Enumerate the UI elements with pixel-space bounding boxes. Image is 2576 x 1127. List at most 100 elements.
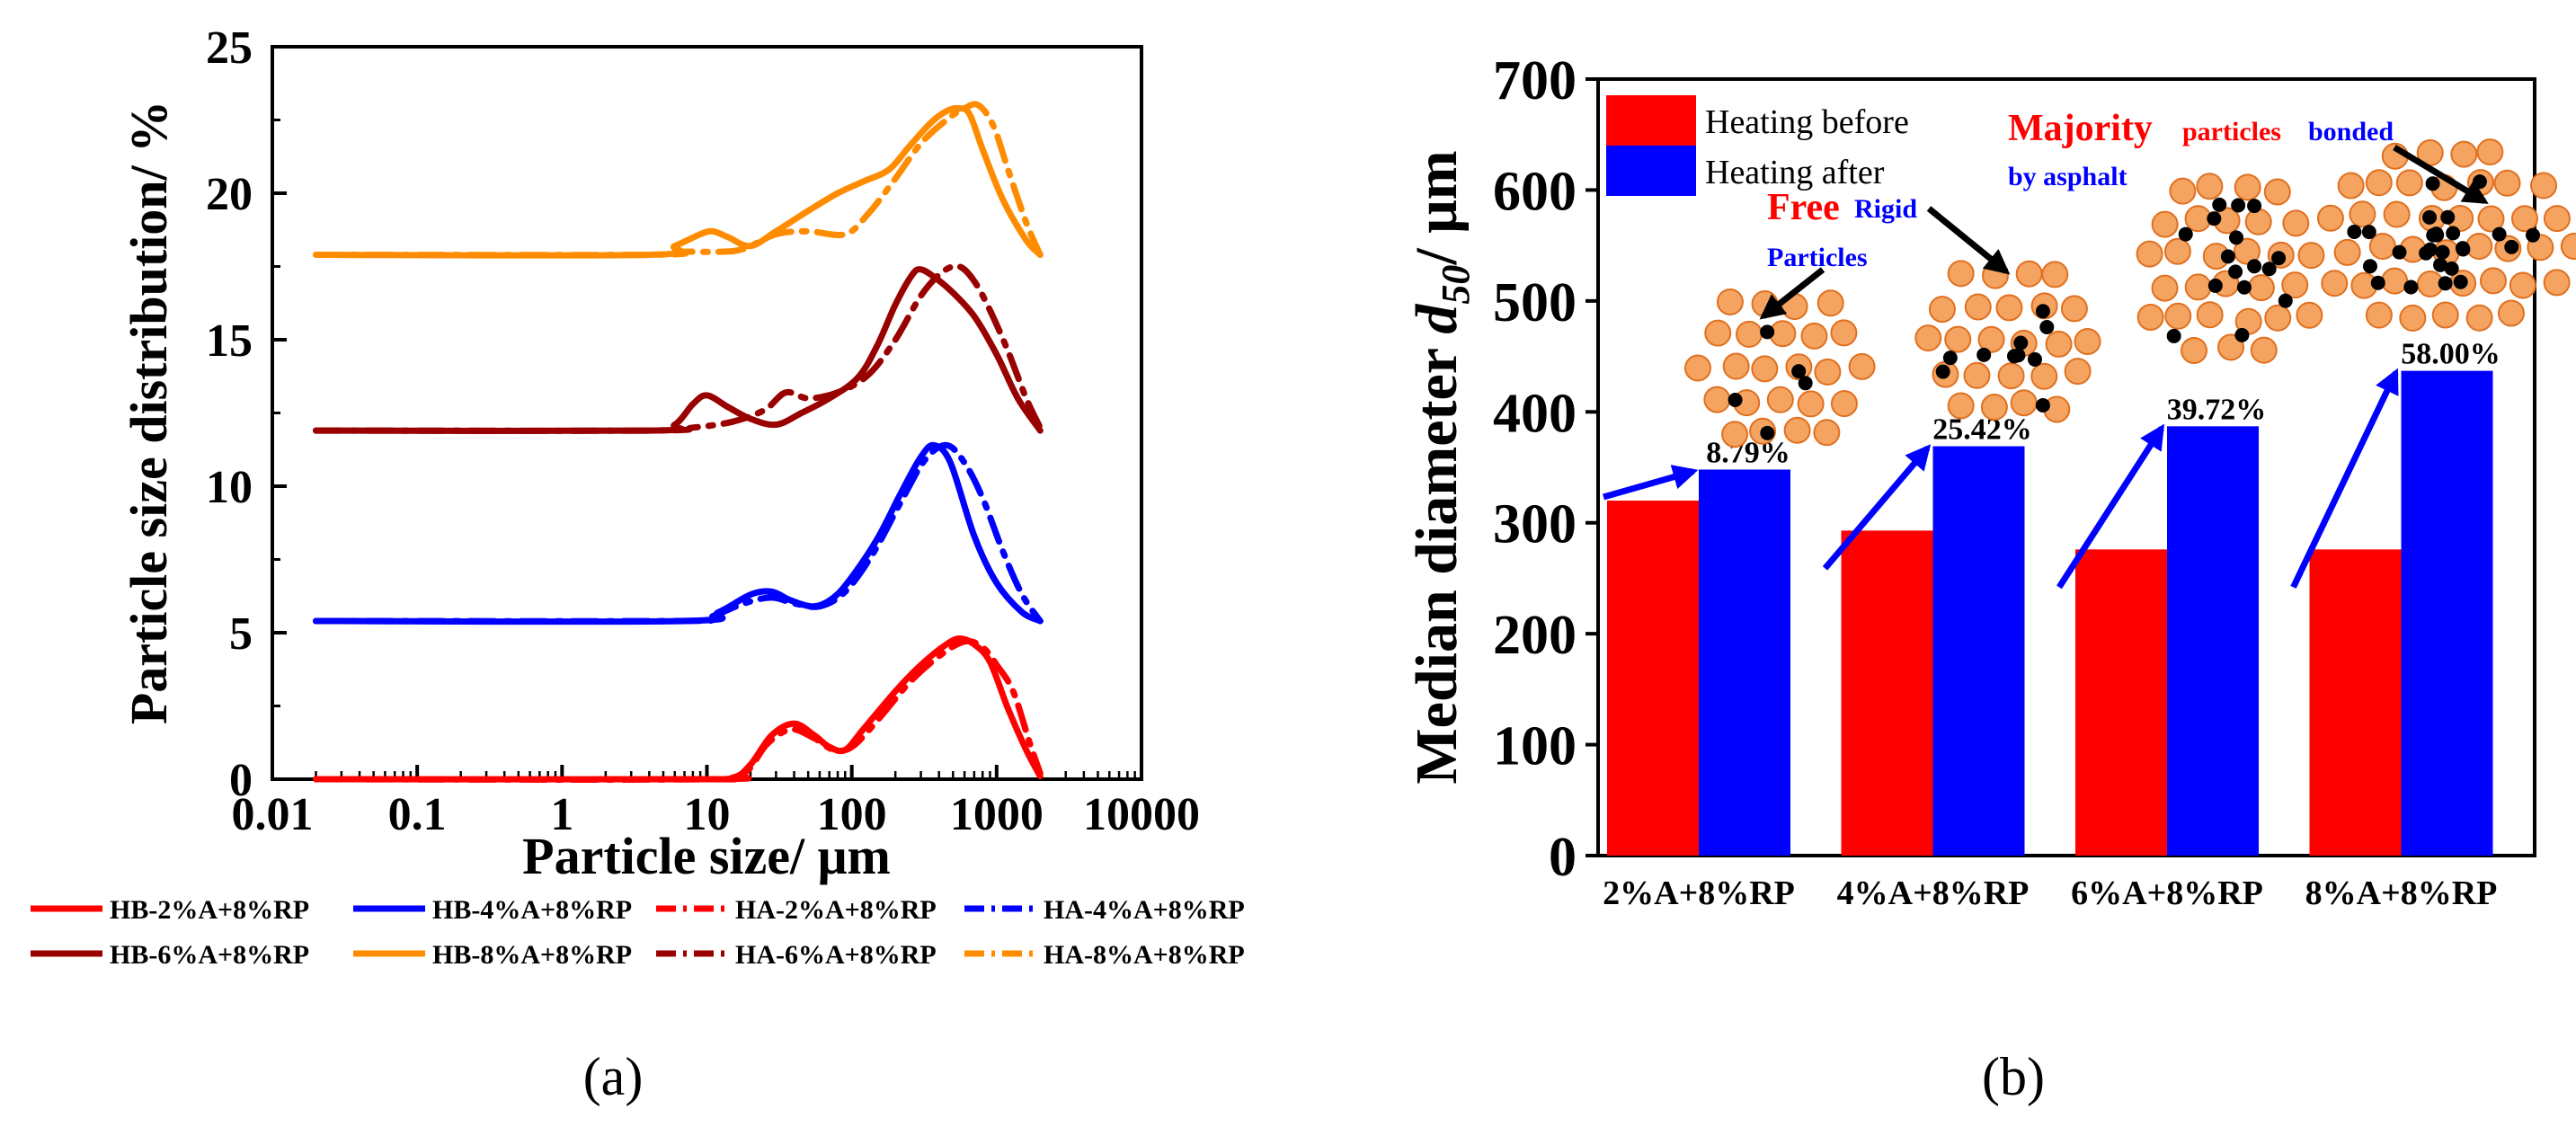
asphalt-particle — [2166, 328, 2181, 343]
rigid-particle — [2497, 299, 2525, 327]
rigid-particle — [2381, 267, 2409, 295]
rigid-particle — [2365, 301, 2393, 329]
rigid-particle — [2196, 173, 2224, 200]
rigid-particle — [1995, 294, 2023, 322]
chart-b-ytick-label: 500 — [1493, 272, 1577, 333]
bar-heating-before-4pcta-8pctrp — [1841, 530, 1933, 856]
rigid-particle — [2368, 233, 2396, 261]
asphalt-particle — [1791, 364, 1807, 379]
rigid-particle — [2365, 169, 2393, 197]
rigid-particle — [2321, 270, 2349, 297]
asphalt-particle — [2347, 224, 2362, 239]
rigid-particle — [2333, 238, 2361, 266]
rigid-particle — [1751, 355, 1779, 383]
asphalt-particle — [2247, 259, 2262, 274]
chart-a-ytick-label: 5 — [229, 608, 253, 660]
asphalt-particle — [2446, 226, 2461, 241]
chart-b-ylabel: Median diameter d50/ μm — [1404, 150, 1478, 784]
chart-b-plot-frame — [1596, 77, 2536, 857]
annotation-free-rigid: Free Rigid Particles — [1767, 187, 1917, 272]
rigid-particle — [2543, 269, 2571, 297]
legend-label-heating-after: Heating after — [1705, 154, 1885, 191]
rigid-particle — [2196, 301, 2224, 329]
bar-heating-after-6pcta-8pctrp — [2167, 426, 2259, 856]
asphalt-particle — [2422, 209, 2438, 225]
rigid-particle — [2543, 205, 2571, 233]
rigid-particle — [1914, 324, 1942, 352]
asphalt-particle — [2361, 225, 2376, 240]
annotation-arrow-majority — [2393, 144, 2489, 205]
rigid-particle — [1963, 361, 1991, 389]
asphalt-particle — [2207, 211, 2222, 226]
asphalt-particle — [2433, 257, 2448, 272]
chart-a-xtick-label: 1 — [550, 789, 573, 840]
chart-b-ytick-label: 400 — [1493, 383, 1577, 444]
chart-b-xtick-label: 4%A+8%RP — [1837, 874, 2030, 912]
asphalt-particle — [1935, 364, 1950, 379]
asphalt-particle — [2370, 275, 2385, 290]
rigid-particle — [2041, 261, 2069, 288]
asphalt-particle — [2027, 351, 2042, 367]
asphalt-particle — [2444, 261, 2459, 276]
asphalt-particle — [2422, 242, 2438, 257]
chart-a-ytick-label: 15 — [206, 315, 253, 367]
legend-swatch-heating-before — [1606, 95, 1696, 146]
asphalt-particle — [2247, 199, 2262, 214]
chart-a-xtick-label: 1000 — [950, 789, 1044, 840]
series-line-hb-6pcta-8pctrp — [313, 266, 1044, 435]
rigid-particle — [2181, 337, 2208, 365]
rigid-particle — [2529, 172, 2557, 200]
rigid-particle — [2244, 208, 2272, 235]
chart-a-xtick-label: 10000 — [1083, 789, 1200, 840]
rigid-particle — [2263, 178, 2291, 206]
legend-label-ha-4pcta-8pctrp: HA-4%A+8%RP — [1044, 895, 1245, 925]
annotation-arrow-free — [1759, 267, 1825, 320]
rigid-particle — [2509, 271, 2536, 299]
particle-cluster-3 — [2136, 173, 2325, 365]
rigid-particle — [2349, 200, 2376, 228]
trend-arrow-4pcta-8pctrp — [1822, 444, 1932, 571]
rigid-particle — [1947, 260, 1975, 288]
asphalt-particle — [1798, 376, 1813, 391]
rigid-particle — [2465, 304, 2493, 332]
rigid-particle — [2217, 333, 2245, 361]
chart-a-xtick-label: 10 — [684, 789, 731, 840]
chart-a: 0 5 10 15 20 25 0.01 0.1 1 10 100 1000 10000 Partic… — [31, 22, 1245, 1106]
chart-b-ytick-label: 300 — [1493, 494, 1577, 555]
annotation-majority-particles: particles — [2182, 117, 2281, 146]
rigid-particle — [1928, 296, 1956, 324]
annotation-majority-by-asphalt: by asphalt — [2008, 162, 2127, 191]
rigid-particle — [1703, 386, 1731, 413]
rigid-particle — [1704, 319, 1732, 347]
series-line-ha-8pcta-8pctrp — [313, 101, 1044, 259]
legend-label-ha-8pcta-8pctrp: HA-8%A+8%RP — [1044, 940, 1245, 970]
legend-label-hb-2pcta-8pctrp: HB-2%A+8%RP — [110, 895, 309, 925]
annotation-rigid-word: Rigid — [1854, 194, 1917, 224]
chart-b-xtick-label: 2%A+8%RP — [1603, 874, 1795, 912]
rigid-particle — [1735, 320, 1763, 348]
chart-b-ytick-label: 200 — [1493, 605, 1577, 666]
rigid-particle — [2264, 304, 2292, 332]
rigid-particle — [2450, 140, 2478, 168]
rigid-particle — [2510, 205, 2538, 233]
rigid-particle — [2297, 242, 2325, 270]
asphalt-particle — [2231, 198, 2246, 213]
rigid-particle — [2151, 210, 2179, 238]
chart-a-ytick-label: 25 — [206, 22, 253, 74]
rigid-particle — [1947, 392, 1975, 420]
rigid-particle — [2477, 205, 2505, 233]
annotation-majority-word: Majority — [2008, 108, 2153, 149]
annotation-majority-bonded: bonded — [2308, 117, 2394, 146]
legend-label-hb-6pcta-8pctrp: HB-6%A+8%RP — [110, 940, 309, 970]
particle-cluster-2 — [1914, 260, 2101, 423]
legend-label-ha-2pcta-8pctrp: HA-2%A+8%RP — [735, 895, 937, 925]
chart-b-panel-label: (b) — [1982, 1047, 2045, 1106]
asphalt-particle — [1760, 324, 1775, 340]
rigid-particle — [2163, 237, 2191, 265]
series-line-hb-8pcta-8pctrp — [313, 104, 1044, 259]
asphalt-particle — [1728, 393, 1743, 408]
rigid-particle — [1783, 416, 1811, 444]
asphalt-particle — [2220, 249, 2235, 264]
rigid-particle — [1964, 293, 1992, 321]
bar-heating-after-4pcta-8pctrp — [1932, 446, 2025, 856]
